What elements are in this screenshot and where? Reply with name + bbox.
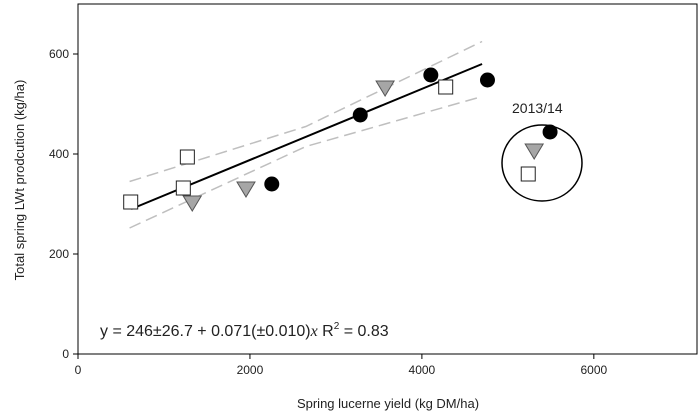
equation-part: y = 246±26.7 + 0.071(±0.010) <box>100 323 311 340</box>
plot-frame <box>77 3 698 355</box>
point <box>182 195 203 212</box>
x-tick-label: 6000 <box>580 363 607 377</box>
equation-part: = 0.83 <box>339 323 388 340</box>
y-axis-label: Total spring LWt prodcution (kg/ha) <box>12 80 27 281</box>
x-axis-label: Spring lucerne yield (kg DM/ha) <box>297 396 479 411</box>
y-tick-label: 600 <box>49 47 69 61</box>
point <box>264 176 280 192</box>
y-tick-label: 0 <box>62 347 69 361</box>
point <box>179 149 195 165</box>
point <box>423 67 439 83</box>
point <box>352 107 368 123</box>
equation-part: 2 <box>334 321 340 332</box>
point <box>123 194 139 210</box>
point <box>524 143 545 160</box>
point <box>520 166 536 182</box>
point <box>542 124 558 140</box>
equation: y = 246±26.7 + 0.071(±0.010)x R2 = 0.83 <box>100 321 389 340</box>
x-tick-label: 2000 <box>237 363 264 377</box>
x-tick-label: 0 <box>75 363 82 377</box>
equation-part: R <box>318 323 334 340</box>
point <box>375 80 395 97</box>
x-tick-label: 4000 <box>409 363 436 377</box>
group-label: 2013/14 <box>512 100 563 116</box>
point <box>175 180 191 196</box>
equation-part: x <box>310 323 318 340</box>
y-tick-label: 400 <box>49 147 69 161</box>
point <box>236 181 256 198</box>
y-tick-label: 200 <box>49 247 69 261</box>
point <box>438 79 454 95</box>
point <box>479 72 495 88</box>
group-circle <box>501 124 583 202</box>
